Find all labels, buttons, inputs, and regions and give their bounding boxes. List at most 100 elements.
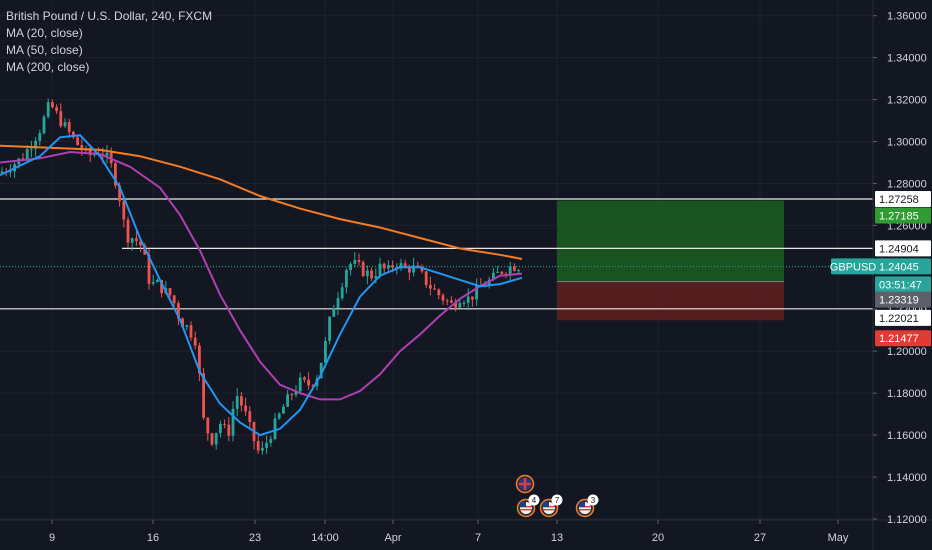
candle-body (454, 302, 457, 308)
candle-body (408, 267, 411, 273)
candle-body (0, 171, 4, 173)
x-tick-label: 16 (147, 532, 159, 544)
flag-stripe (579, 509, 591, 511)
candle-body (336, 298, 340, 309)
badge-box (875, 330, 931, 347)
price-badge-stop_loss: 1.21477 (875, 330, 931, 347)
candle-body (59, 111, 63, 127)
candle-body (500, 271, 504, 274)
flag-stripe (543, 509, 555, 511)
horizontal-levels[interactable] (0, 198, 873, 310)
economic-events[interactable]: 4 7 3 (515, 474, 599, 518)
candle-body (513, 266, 516, 271)
candle-body (378, 263, 382, 277)
candle-body (403, 263, 407, 268)
badge-box (875, 309, 931, 326)
badge-box (875, 258, 931, 275)
candle-body (399, 263, 403, 267)
candle-body (227, 424, 231, 436)
candle-body (277, 413, 281, 419)
badge-box (875, 276, 931, 293)
candle-body (63, 122, 67, 127)
flag-us-icon[interactable]: 3 (575, 494, 599, 518)
candles (0, 98, 520, 455)
price-badge-take_profit: 1.27185 (875, 207, 931, 224)
candle-body (202, 373, 205, 418)
candle-body (382, 263, 386, 269)
position-zones[interactable] (557, 200, 784, 321)
candle-body (88, 148, 92, 156)
candle-body (433, 288, 436, 290)
candle-body (374, 276, 378, 279)
flag-gb-icon[interactable] (515, 474, 535, 494)
badge-label: 1.27258 (879, 194, 919, 206)
candle-body (244, 405, 247, 412)
candle-body (147, 254, 151, 284)
candle-body (324, 340, 327, 363)
symbol-title[interactable]: British Pound / U.S. Dollar, 240, FXCM (6, 9, 213, 23)
flag-us-icon[interactable]: 7 (539, 494, 563, 518)
event-count-label: 7 (555, 496, 560, 505)
candle-body (496, 271, 499, 273)
candle-body (391, 265, 394, 268)
candle-body (240, 396, 243, 406)
price-badge-level: 1.24904 (875, 240, 931, 257)
candle-body (42, 116, 46, 134)
flag-us-icon[interactable]: 4 (516, 494, 540, 518)
candle-body (256, 441, 260, 451)
badge-box (875, 291, 931, 308)
candle-body (307, 379, 310, 386)
candle-body (223, 423, 226, 425)
take-profit-zone[interactable] (557, 200, 784, 282)
stop-loss-zone[interactable] (557, 281, 784, 321)
candle-body (349, 263, 352, 271)
candle-body (286, 394, 289, 407)
price-badge-countdown: 03:51:47 (875, 276, 931, 293)
candle-body (130, 238, 134, 243)
candle-body (105, 152, 109, 157)
price-badge-level: 1.22021 (875, 309, 931, 326)
candle-body (303, 377, 306, 380)
y-tick-label: 1.20000 (887, 346, 927, 358)
candle-body (345, 270, 348, 288)
indicator-ma200[interactable]: MA (200, close) (6, 60, 90, 74)
flag-canton (520, 502, 526, 507)
candle-body (395, 266, 399, 268)
price-badge-level: 1.27258 (875, 191, 931, 208)
candle-body (156, 279, 159, 283)
candle-body (420, 267, 424, 272)
candle-body (38, 133, 42, 141)
candle-body (72, 131, 75, 138)
candle-body (80, 145, 84, 151)
candle-body (466, 296, 470, 303)
grid (0, 0, 873, 520)
price-badge-entry: 1.23319 (875, 291, 931, 308)
candle-body (487, 279, 491, 286)
candle-body (189, 325, 193, 338)
candle-body (67, 122, 71, 132)
candle-body (160, 279, 163, 294)
symbol-tag-label: GBPUSD (830, 261, 877, 273)
candle-body (290, 394, 294, 396)
x-tick-label: 14:00 (311, 532, 339, 544)
candle-body (55, 107, 58, 112)
candle-body (235, 396, 239, 409)
y-tick-label: 1.18000 (887, 388, 927, 400)
candle-body (366, 270, 369, 277)
indicator-ma20[interactable]: MA (20, close) (6, 26, 83, 40)
candle-body (412, 265, 415, 273)
candle-body (353, 260, 357, 264)
event-count-badge (587, 494, 599, 506)
event-count-badge (551, 494, 563, 506)
candle-body (135, 238, 138, 242)
indicator-ma50[interactable]: MA (50, close) (6, 43, 83, 57)
badge-label: 1.21477 (879, 333, 919, 345)
candle-body (517, 270, 520, 272)
candle-body (298, 377, 302, 392)
candle-body (282, 406, 285, 414)
x-tick-label: 13 (551, 532, 563, 544)
candle-body (9, 171, 12, 173)
